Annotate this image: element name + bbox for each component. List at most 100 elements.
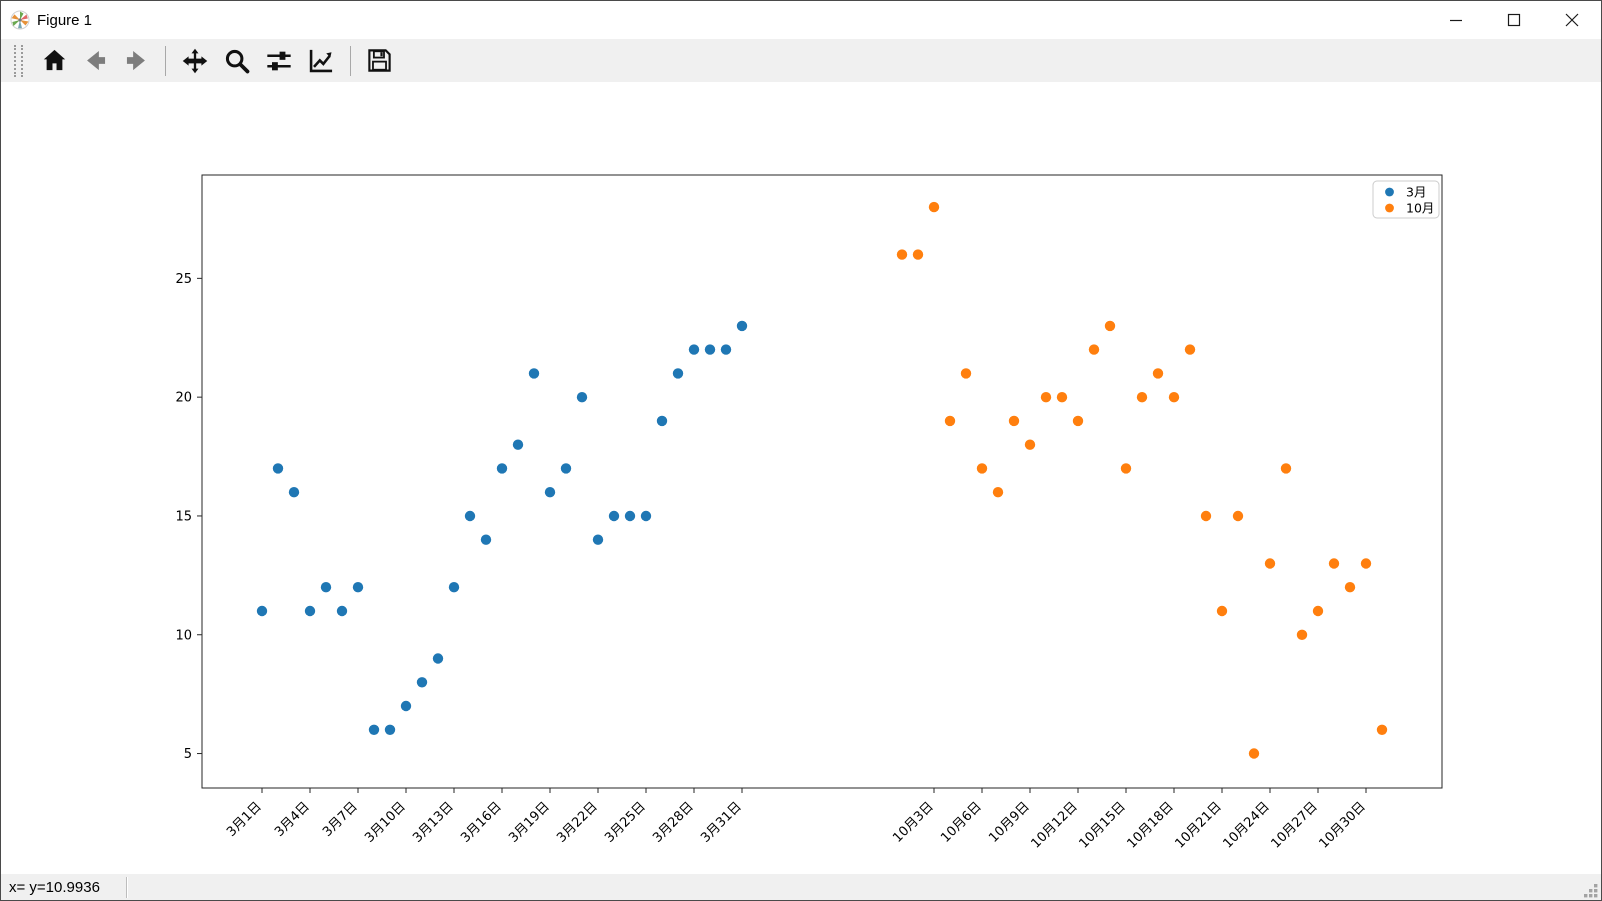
y-tick-label: 10 (175, 628, 192, 643)
zoom-magnifier-icon (223, 47, 251, 75)
resize-grip-icon[interactable] (1584, 884, 1599, 899)
x-tick-label: 3月22日 (554, 799, 601, 846)
y-tick-label: 25 (175, 272, 192, 287)
window-title: Figure 1 (37, 11, 93, 29)
scatter-point (1168, 392, 1180, 403)
home-button[interactable] (39, 45, 70, 76)
scatter-point (1120, 463, 1132, 474)
zoom-rect-button[interactable] (221, 45, 253, 77)
scatter-point (496, 463, 508, 474)
x-tick-label: 3月28日 (650, 799, 697, 846)
scatter-point (1216, 605, 1228, 617)
scatter-point (944, 415, 956, 427)
x-tick-label: 3月7日 (320, 799, 361, 840)
scatter-point (1136, 392, 1148, 403)
scatter-point (400, 700, 412, 712)
scatter-point (1328, 558, 1340, 569)
close-button[interactable] (1543, 1, 1601, 39)
x-tick-label: 10月27日 (1268, 799, 1320, 851)
scatter-point (624, 510, 636, 522)
x-tick-label: 3月10日 (362, 799, 409, 846)
back-arrow-icon (82, 47, 109, 74)
x-tick-label: 10月6日 (938, 799, 985, 846)
customize-button[interactable] (305, 45, 337, 77)
scatter-point (544, 487, 556, 498)
save-button[interactable] (364, 45, 395, 76)
scatter-point (1312, 605, 1324, 617)
scatter-point (928, 201, 940, 213)
scatter-point (1072, 415, 1084, 427)
scatter-point (432, 653, 444, 664)
y-tick-label: 5 (184, 747, 192, 762)
scatter-plot: 5 10 15 20 25 3月1日 3月4日 3月7日 3月10日 3月13日 3月16日 3月19… (175, 174, 1443, 852)
legend-marker (1385, 203, 1394, 213)
scatter-point (320, 582, 332, 593)
x-tick-label: 3月1日 (224, 799, 265, 840)
scatter-point (288, 487, 300, 498)
window-controls (1427, 1, 1601, 39)
forward-button[interactable] (121, 45, 152, 76)
maximize-button[interactable] (1485, 1, 1543, 39)
x-tick-label: 3月19日 (506, 799, 553, 846)
scatter-point (560, 463, 572, 474)
scatter-point (512, 439, 524, 450)
scatter-point (608, 510, 620, 522)
customize-chart-icon (307, 47, 335, 75)
scatter-point (1088, 344, 1100, 355)
scatter-point (1024, 439, 1036, 450)
statusbar-separator (126, 877, 128, 898)
scatter-point (688, 344, 700, 355)
scatter-point (368, 724, 380, 735)
scatter-point (1152, 368, 1164, 379)
scatter-point (1376, 724, 1388, 735)
x-tick-label: 3月16日 (458, 799, 505, 846)
scatter-point (1280, 463, 1292, 474)
x-tick-label: 10月12日 (1028, 799, 1080, 851)
scatter-point (976, 463, 988, 474)
scatter-point (672, 368, 684, 379)
x-tick-label: 10月21日 (1172, 799, 1224, 851)
axes-frame (201, 174, 1443, 789)
x-tick-label: 10月18日 (1124, 799, 1176, 851)
scatter-point (416, 677, 428, 688)
scatter-point (1344, 582, 1356, 593)
configure-subplots-sliders-icon (265, 47, 293, 75)
x-tick-label: 3月4日 (272, 799, 313, 840)
legend-label: 3月 (1406, 185, 1426, 200)
forward-arrow-icon (123, 47, 150, 74)
x-tick-label: 10月15日 (1076, 799, 1128, 851)
pan-move-icon (181, 47, 209, 75)
scatter-point (448, 582, 460, 593)
x-tick-label: 10月30日 (1316, 799, 1368, 851)
configure-subplots-button[interactable] (263, 45, 295, 77)
matplotlib-logo-icon (10, 10, 30, 30)
figure-canvas[interactable]: 5 10 15 20 25 3月1日 3月4日 3月7日 3月10日 3月13日 3月16日 3月19… (1, 82, 1601, 874)
scatter-point (736, 320, 748, 332)
scatter-point (352, 582, 364, 593)
back-button[interactable] (80, 45, 111, 76)
x-tick-label: 3月25日 (602, 799, 649, 846)
scatter-point (1104, 320, 1116, 332)
scatter-point (1200, 510, 1212, 522)
x-tick-label: 10月3日 (890, 799, 937, 846)
scatter-point (528, 368, 540, 379)
scatter-point (1296, 629, 1308, 640)
scatter-point (912, 249, 924, 260)
scatter-point (480, 534, 492, 545)
scatter-point (1264, 558, 1276, 569)
pan-button[interactable] (179, 45, 211, 77)
y-tick-label: 20 (175, 391, 192, 406)
scatter-point (896, 249, 908, 260)
title-bar[interactable]: Figure 1 (1, 1, 1601, 39)
scatter-point (272, 463, 284, 474)
y-tick-label: 15 (175, 509, 192, 524)
toolbar-drag-handle[interactable] (14, 44, 23, 77)
home-icon (41, 47, 68, 74)
status-bar: x= y=10.9936 (1, 874, 1601, 900)
scatter-point (336, 605, 348, 617)
scatter-point (1008, 415, 1020, 427)
save-floppy-icon (366, 47, 393, 74)
scatter-point (256, 605, 268, 617)
minimize-button[interactable] (1427, 1, 1485, 39)
